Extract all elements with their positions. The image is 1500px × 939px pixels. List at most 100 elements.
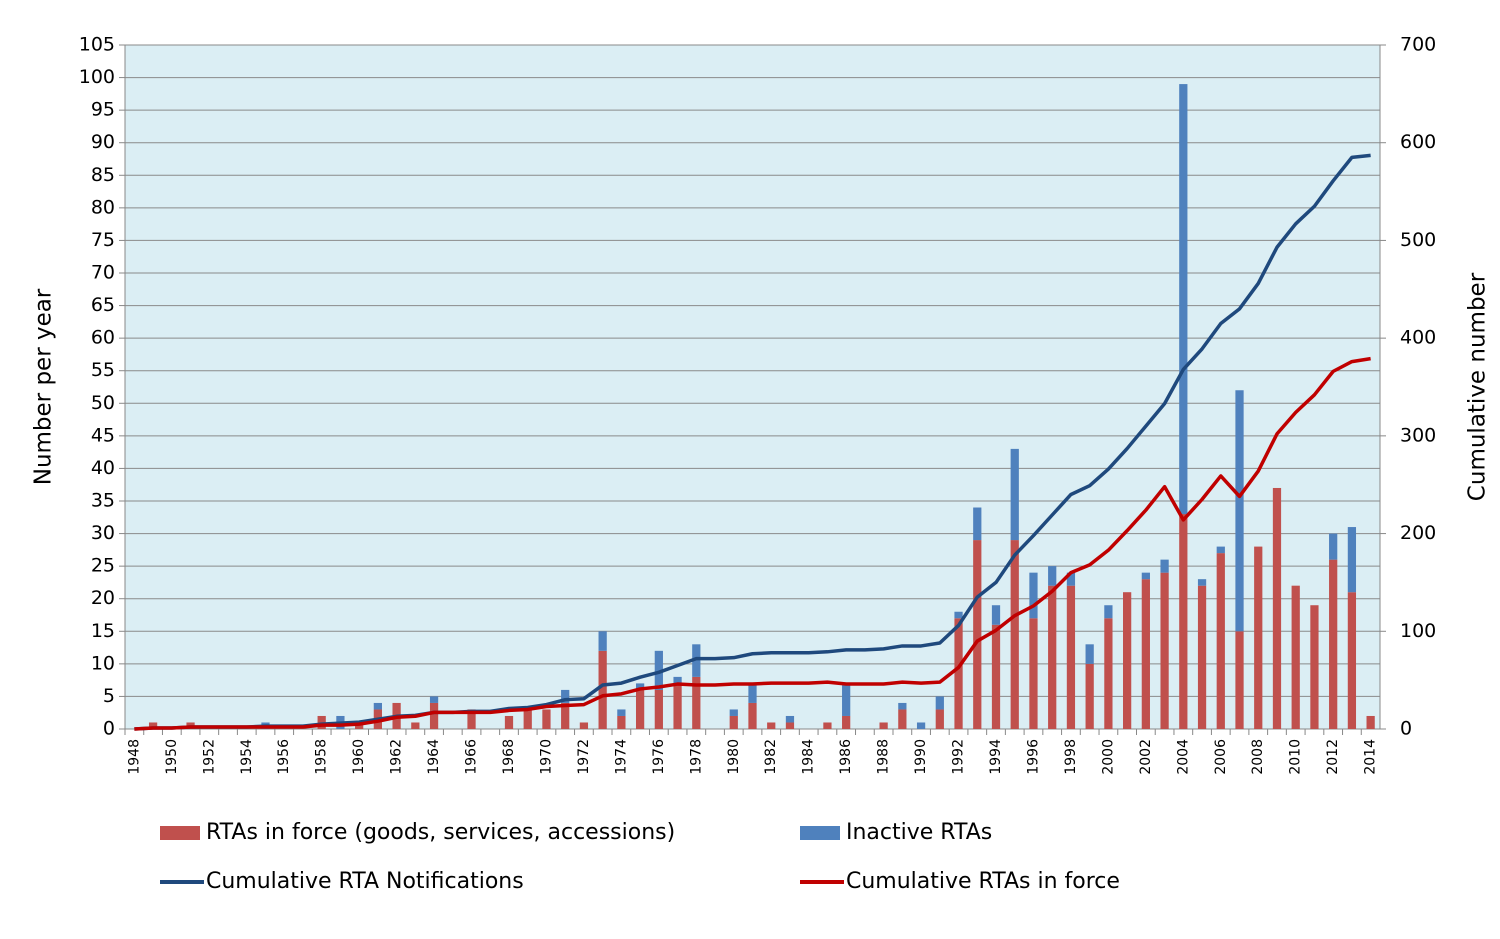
y2-tick-label: 0: [1400, 718, 1412, 740]
y-tick-label: 5: [103, 685, 115, 707]
bar: [973, 540, 982, 729]
bar: [973, 507, 982, 541]
bar: [429, 696, 439, 703]
bar: [1272, 487, 1282, 729]
x-tick-label: 1990: [913, 739, 929, 775]
bar: [1123, 592, 1132, 729]
bar: [1160, 559, 1169, 573]
x-tick-label: 2014: [1363, 739, 1379, 775]
line: [134, 153, 1371, 731]
bar: [1347, 592, 1357, 729]
y2-tick-label: 500: [1400, 229, 1436, 251]
y2-tick-label: 600: [1400, 131, 1436, 153]
y2-tick-label: 100: [1400, 620, 1436, 642]
bar: [1029, 572, 1038, 619]
y2-tick-label: 400: [1400, 327, 1436, 349]
bar: [954, 618, 963, 729]
bar: [991, 605, 1001, 625]
x-tick-label: 2006: [1213, 739, 1229, 775]
bar: [429, 702, 439, 729]
legend-label: RTAs in force (goods, services, accessio…: [206, 820, 675, 845]
bar: [842, 683, 851, 716]
y-tick-label: 55: [91, 359, 115, 381]
x-tick-label: 1994: [988, 739, 1004, 775]
bar: [579, 722, 589, 729]
x-tick-label: 1966: [464, 739, 480, 775]
y-tick-label: 50: [91, 392, 115, 414]
x-tick-label: 1978: [688, 739, 704, 775]
bar: [1291, 585, 1300, 729]
y-axis-label: Number per year: [31, 288, 57, 485]
bar: [879, 722, 888, 729]
y-tick-label: 95: [91, 99, 115, 121]
legend-label: Cumulative RTA Notifications: [206, 869, 524, 894]
x-tick-label: 1964: [426, 739, 442, 775]
bar: [1235, 631, 1244, 729]
bar: [1329, 533, 1338, 560]
bar: [411, 722, 420, 729]
bar: [1329, 559, 1338, 729]
bar: [1254, 546, 1263, 729]
bar: [654, 689, 663, 729]
bar: [692, 676, 701, 729]
x-tick-label: 2004: [1175, 739, 1191, 775]
x-tick-label: 1976: [651, 739, 667, 775]
y2-tick-label: 700: [1400, 34, 1436, 56]
bar: [1179, 84, 1188, 515]
y-tick-label: 85: [91, 164, 115, 186]
x-tick-label: 1956: [276, 739, 292, 775]
y-tick-label: 105: [79, 34, 115, 56]
x-tick-label: 1960: [351, 739, 367, 775]
x-tick-label: 1970: [538, 739, 554, 775]
bar: [1347, 527, 1357, 593]
y-tick-label: 0: [103, 718, 115, 740]
bar: [1010, 540, 1019, 729]
x-tick-label: 1972: [576, 739, 592, 775]
x-tick-label: 2010: [1288, 739, 1304, 775]
bar: [598, 650, 607, 729]
bar: [729, 715, 738, 729]
y-tick-label: 75: [91, 229, 115, 251]
x-tick-label: 2008: [1250, 739, 1266, 775]
bar: [1366, 715, 1375, 729]
bar: [617, 715, 626, 729]
x-tick-label: 2002: [1138, 739, 1154, 775]
plot-area: [125, 45, 1380, 729]
x-tick-label: 1958: [314, 739, 330, 775]
bar: [785, 722, 795, 729]
bar: [748, 683, 757, 703]
bar: [1310, 605, 1319, 729]
bar: [1197, 585, 1207, 729]
bar: [898, 709, 907, 729]
x-tick-label: 1952: [201, 739, 217, 775]
bar: [673, 676, 682, 684]
bar: [1216, 546, 1225, 554]
y-tick-label: 45: [91, 424, 115, 446]
bar: [1197, 579, 1207, 586]
bar: [1085, 644, 1094, 664]
y-tick-label: 40: [91, 457, 115, 479]
bar: [523, 709, 532, 729]
bar: [898, 702, 907, 710]
x-tick-label: 1998: [1063, 739, 1079, 775]
x-tick-label: 1988: [876, 739, 892, 775]
bar: [785, 715, 795, 723]
bar: [635, 689, 645, 729]
bar: [148, 722, 158, 729]
bar: [598, 631, 607, 651]
x-tick-label: 1954: [239, 739, 255, 775]
y-tick-label: 30: [91, 522, 115, 544]
bar: [617, 709, 626, 716]
x-tick-label: 1996: [1025, 739, 1041, 775]
x-tick-label: 1986: [838, 739, 854, 775]
y-tick-label: 15: [91, 620, 115, 642]
x-tick-label: 1962: [389, 739, 405, 775]
bar: [748, 702, 757, 729]
y2-tick-label: 300: [1400, 424, 1436, 446]
y-tick-label: 20: [91, 587, 115, 609]
bar: [635, 683, 645, 690]
x-tick-label: 1950: [164, 739, 180, 775]
bar: [1104, 618, 1113, 729]
legend-label: Inactive RTAs: [846, 820, 992, 845]
